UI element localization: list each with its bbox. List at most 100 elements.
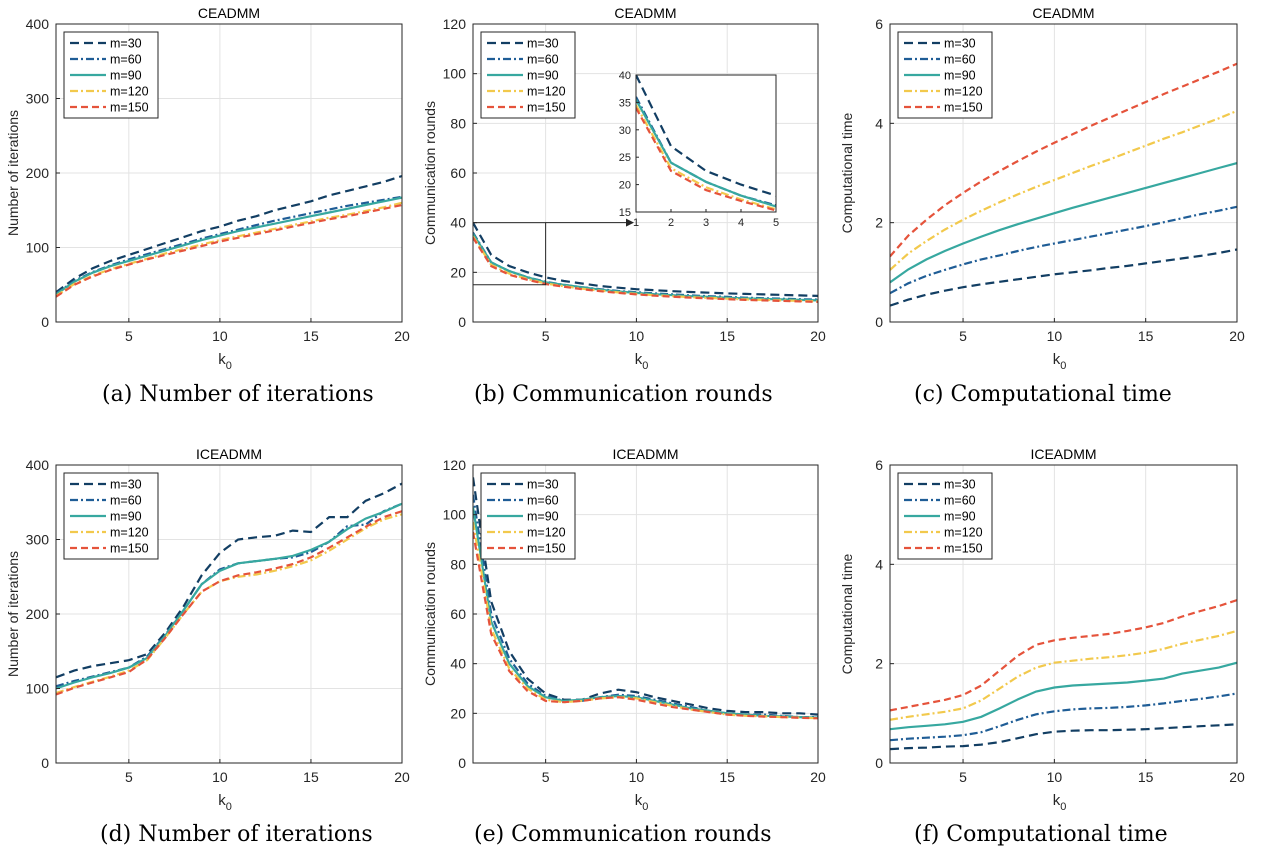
f-point-m120-15 [1145,652,1146,653]
d-point-m90-10 [219,570,220,571]
a-point-m30-4 [110,260,111,261]
x-tick-label: 20 [394,328,410,344]
x-tick-label: 20 [394,769,410,785]
inset-series-line-m30 [636,75,776,197]
caption-e: (e) Communication rounds [474,822,772,847]
e-point-m150-16 [745,715,746,716]
c-point-m30-9 [1036,276,1037,277]
f-point-m150-13 [1109,633,1110,634]
c-point-m60-4 [944,269,945,270]
b-point-m150-4 [527,279,528,280]
f-point-m150-12 [1090,635,1091,636]
a-point-m30-13 [274,210,275,211]
b-point-m150-3 [509,274,510,275]
legend-label-m150: m=150 [944,101,983,115]
legend-label-m60: m=60 [944,494,976,508]
c-point-m120-3 [926,240,927,241]
c-point-m60-3 [926,275,927,276]
e-series-line-m150 [473,531,818,720]
f-point-m90-18 [1200,670,1201,671]
b-point-m30-12 [672,291,673,292]
f-series-line-m90 [890,661,1237,731]
c-point-m90-14 [1127,192,1128,193]
inset-series-line-m150 [636,107,776,212]
b-point-m90-2 [491,262,492,263]
inset-point-m150-4 [740,200,741,201]
c-point-m120-8 [1017,194,1018,195]
c-point-m90-2 [908,269,909,270]
d-point-m150-18 [365,526,366,527]
b-point-m90-6 [563,284,564,285]
d-point-m150-4 [110,677,111,678]
a-series-line-m90 [56,196,402,296]
legend-label-m60: m=60 [527,53,559,67]
b-point-m150-8 [600,291,601,292]
e-point-m30-16 [745,712,746,713]
c-point-m150-4 [944,205,945,206]
f-point-m120-10 [1054,662,1055,663]
b-point-m30-6 [563,280,564,281]
d-point-m90-17 [347,529,348,530]
a-point-m30-3 [92,268,93,269]
b-point-m30-2 [491,254,492,255]
a-series-line-m30 [56,174,402,294]
f-point-m120-12 [1090,658,1091,659]
y-tick-label: 4 [875,556,883,572]
d-point-m90-9 [201,584,202,585]
d-point-m90-18 [365,518,366,519]
f-point-m90-11 [1072,685,1073,686]
e-point-m30-18 [781,713,782,714]
legend: m=30 m=60 m=90 m=120 m=150 [480,472,576,560]
f-point-m60-17 [1182,700,1183,701]
y-tick-label: 0 [41,755,49,771]
a-point-m150-19 [383,208,384,209]
inset-point-m150-2 [670,170,671,171]
d-point-m30-3 [92,666,93,667]
a-series-line-m150 [56,203,402,298]
c-series-line-m30 [890,248,1237,307]
e-point-m150-10 [636,699,637,700]
e-point-m150-14 [709,712,710,713]
axes-frame [889,23,1238,323]
c-point-m30-15 [1145,263,1146,264]
a-point-m30-7 [165,242,166,243]
a-point-m90-12 [256,227,257,228]
a-point-m150-17 [347,216,348,217]
d-point-m90-12 [256,561,257,562]
chart-title: CEADMM [1032,5,1094,21]
x-tick-label: 5 [125,328,133,344]
x-axis-label: k0 [218,792,232,813]
legend-box [63,472,159,560]
e-point-m150-8 [600,698,601,699]
y-tick-label: 120 [443,16,467,32]
x-tick-label: 5 [542,769,550,785]
c-point-m90-7 [999,230,1000,231]
d-point-m60-15 [310,552,311,553]
c-point-m90-8 [1017,224,1018,225]
legend-label-m150: m=150 [110,542,149,556]
c-point-m120-9 [1036,186,1037,187]
d-series-line-m90 [56,502,402,690]
f-point-m150-7 [999,670,1000,671]
inset-point-m30-4 [740,184,741,185]
d-point-m90-19 [383,511,384,512]
c-point-m120-17 [1182,132,1183,133]
legend: m=30 m=60 m=90 m=120 m=150 [897,31,993,119]
c-point-m150-5 [963,192,964,193]
c-point-m150-10 [1054,142,1055,143]
b-point-m30-14 [709,292,710,293]
a-point-m150-10 [219,241,220,242]
inset-point-m150-3 [705,190,706,191]
f-point-m150-8 [1017,655,1018,656]
b-point-m120-3 [509,273,510,274]
c-point-m150-9 [1036,151,1037,152]
chart-title: ICEADMM [612,446,678,462]
d-point-m90-4 [110,672,111,673]
x-axis-label-sub: 0 [1060,801,1066,813]
x-tick-label: 15 [303,328,319,344]
y-axis-label: Communication rounds [422,101,438,245]
e-point-m150-2 [491,633,492,634]
x-tick-label: 15 [1138,328,1154,344]
d-point-m30-10 [219,552,220,553]
